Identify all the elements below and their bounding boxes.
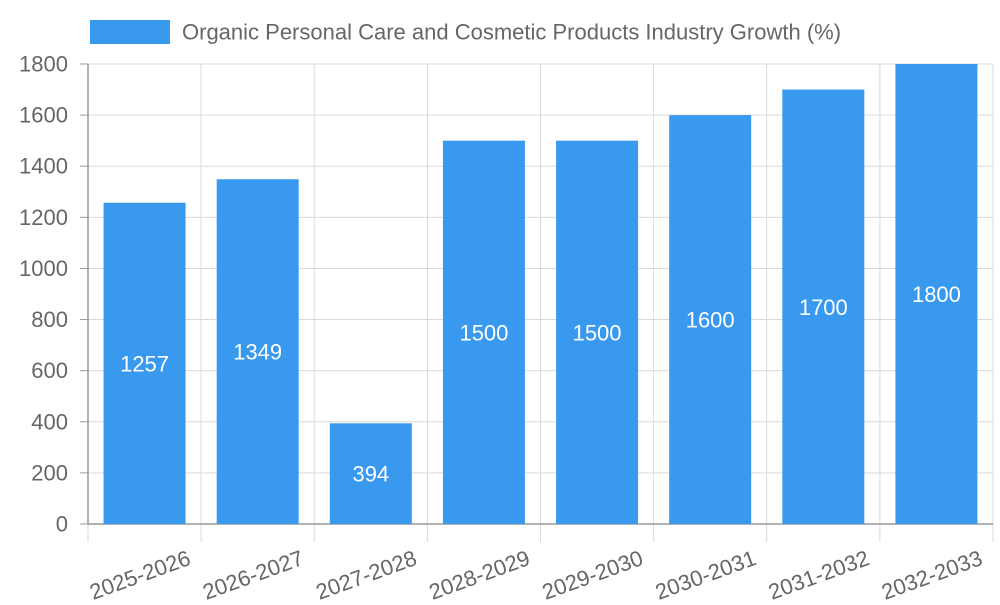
y-tick-label: 1000 — [19, 256, 68, 281]
x-tick-label: 2028-2029 — [426, 545, 533, 600]
bars — [103, 64, 978, 525]
data-label: 394 — [352, 462, 389, 487]
x-tick-label: 2026-2027 — [199, 545, 306, 600]
data-label: 1257 — [120, 351, 169, 376]
y-tick-label: 1600 — [19, 103, 68, 128]
data-label: 1800 — [912, 282, 961, 307]
data-label: 1600 — [686, 308, 735, 333]
data-label: 1700 — [799, 295, 848, 320]
data-label: 1349 — [233, 340, 282, 365]
y-tick-label: 200 — [31, 460, 68, 485]
x-tick-label: 2032-2033 — [878, 545, 985, 600]
data-labels: 1257 1349 394 1500 1500 1600 1700 1800 — [120, 282, 961, 487]
data-label: 1500 — [573, 320, 622, 345]
x-axis-tick-labels: 2025-2026 2026-2027 2027-2028 2028-2029 2029… — [86, 545, 985, 604]
legend-swatch[interactable] — [90, 20, 170, 44]
y-tick-label: 0 — [56, 512, 68, 537]
legend[interactable]: Organic Personal Care and Cosmetic Produ… — [90, 20, 841, 45]
y-tick-label: 600 — [31, 358, 68, 383]
x-tick-label: 2025-2026 — [86, 545, 193, 600]
data-label: 1500 — [459, 320, 508, 345]
x-tick-label: 2029-2030 — [539, 545, 646, 600]
legend-label[interactable]: Organic Personal Care and Cosmetic Produ… — [182, 20, 841, 45]
bar[interactable] — [103, 202, 186, 524]
y-tick-label: 1200 — [19, 205, 68, 230]
y-axis-tick-labels: 0 200 400 600 800 1000 1200 1400 1600 1800 — [19, 52, 68, 537]
x-tick-label: 2030-2031 — [652, 545, 759, 600]
x-tick-label: 2027-2028 — [313, 545, 420, 600]
bar[interactable] — [442, 140, 525, 524]
y-tick-label: 1400 — [19, 154, 68, 179]
y-tick-label: 400 — [31, 409, 68, 434]
bar[interactable] — [329, 423, 412, 524]
x-tick-label: 2031-2032 — [765, 545, 872, 600]
bar[interactable] — [895, 64, 978, 524]
y-tick-label: 800 — [31, 307, 68, 332]
bar[interactable] — [669, 115, 752, 524]
y-tick-label: 1800 — [19, 52, 68, 77]
bar[interactable] — [216, 179, 299, 524]
bar[interactable] — [782, 89, 865, 525]
bar[interactable] — [556, 140, 639, 524]
